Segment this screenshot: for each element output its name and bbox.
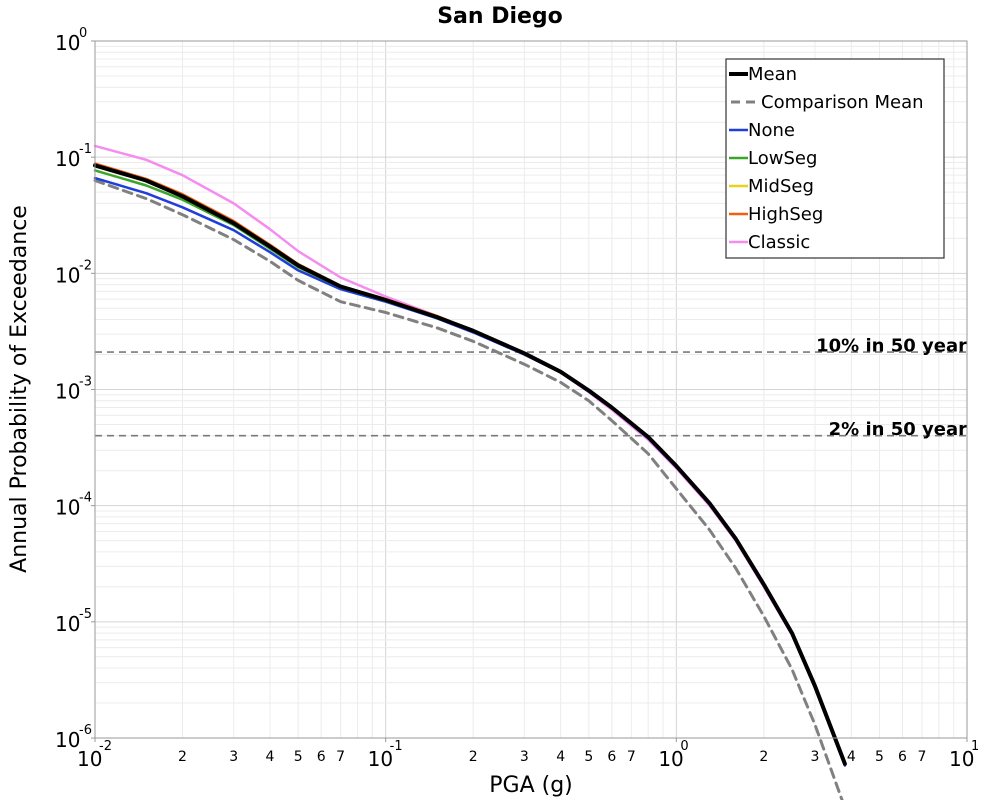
x-minor-tick-label: 2 — [759, 749, 768, 765]
y-axis-label: Annual Probability of Exceedance — [7, 205, 32, 573]
x-tick-label: 100 — [658, 739, 688, 771]
x-minor-tick-label: 6 — [607, 749, 616, 765]
legend-label: LowSeg — [748, 148, 817, 169]
x-minor-tick-label: 3 — [229, 749, 238, 765]
x-minor-tick-label: 4 — [266, 749, 275, 765]
x-tick-exponent: 0 — [680, 739, 688, 754]
y-tick-label: 100 — [55, 26, 87, 55]
y-tick-label: 10-6 — [55, 723, 92, 752]
legend-label: None — [748, 120, 795, 141]
y-tick-base: 10 — [55, 496, 80, 520]
x-axis-label: PGA (g) — [489, 773, 573, 798]
y-tick-label: 10-3 — [55, 375, 92, 404]
reference-lines: 10% in 50 year 2% in 50 year — [95, 336, 967, 440]
x-tick-base: 10 — [368, 747, 393, 771]
x-minor-tick-label: 5 — [294, 749, 303, 765]
reference-label-1: 10% in 50 year — [816, 336, 967, 357]
y-tick-label: 10-2 — [55, 258, 92, 287]
legend-item-lowseg: LowSeg — [729, 148, 817, 169]
x-tick-label: 10-2 — [77, 739, 112, 771]
x-tick-base: 10 — [949, 747, 974, 771]
y-tick-exponent: -3 — [79, 375, 92, 390]
y-tick-base: 10 — [55, 380, 80, 404]
x-minor-tick-label: 5 — [584, 749, 593, 765]
legend-label: Mean — [748, 64, 797, 85]
x-tick-base: 10 — [77, 747, 102, 771]
legend: Mean Comparison Mean None LowSeg MidSeg HighS… — [725, 58, 945, 259]
x-minor-tick-label: 4 — [847, 749, 856, 765]
series-line-comparison-mean — [93, 179, 844, 800]
x-tick-base: 10 — [658, 747, 683, 771]
x-minor-tick-label: 7 — [627, 749, 636, 765]
y-tick-base: 10 — [55, 31, 80, 55]
y-tick-exponent: 0 — [79, 26, 87, 41]
reference-label-2: 2% in 50 year — [829, 419, 967, 440]
x-tick-exponent: 1 — [971, 739, 979, 754]
x-tick-exponent: -1 — [390, 739, 403, 754]
x-minor-tick-label: 7 — [918, 749, 927, 765]
y-tick-label: 10-5 — [55, 607, 92, 636]
x-minor-tick-label: 6 — [317, 749, 326, 765]
x-tick-label: 10-1 — [368, 739, 403, 771]
y-tick-base: 10 — [55, 263, 80, 287]
legend-item-mean: Mean — [729, 64, 797, 85]
y-tick-exponent: -5 — [79, 607, 92, 622]
legend-box — [725, 58, 945, 259]
x-minor-tick-label: 2 — [469, 749, 478, 765]
y-tick-exponent: -6 — [79, 723, 92, 738]
legend-item-classic: Classic — [729, 232, 810, 253]
y-tick-base: 10 — [55, 147, 80, 171]
y-tick-label: 10-4 — [55, 491, 92, 520]
y-tick-label: 10-1 — [55, 142, 92, 171]
legend-label: Comparison Mean — [761, 92, 924, 113]
legend-item-midseg: MidSeg — [729, 176, 814, 197]
x-minor-tick-label: 3 — [811, 749, 820, 765]
x-minor-tick-label: 3 — [520, 749, 529, 765]
y-tick-exponent: -1 — [79, 142, 92, 157]
chart-title: San Diego — [437, 4, 563, 29]
x-minor-tick-label: 7 — [336, 749, 345, 765]
legend-label: MidSeg — [748, 176, 814, 197]
legend-label: Classic — [748, 232, 810, 253]
series-line-mean — [93, 163, 847, 766]
legend-item-none: None — [729, 120, 795, 141]
x-minor-tick-label: 2 — [178, 749, 187, 765]
x-minor-tick-label: 5 — [875, 749, 884, 765]
y-tick-base: 10 — [55, 612, 80, 636]
y-tick-exponent: -2 — [79, 258, 92, 273]
grid-lines — [94, 41, 967, 739]
x-minor-tick-label: 4 — [556, 749, 565, 765]
y-tick-exponent: -4 — [79, 491, 92, 506]
x-minor-tick-label: 6 — [898, 749, 907, 765]
legend-label: HighSeg — [748, 204, 823, 225]
legend-item-highseg: HighSeg — [729, 204, 823, 225]
series-lines — [93, 144, 847, 800]
legend-item-comparison-mean: Comparison Mean — [731, 92, 924, 113]
x-tick-exponent: -2 — [99, 739, 112, 754]
y-tick-base: 10 — [55, 728, 80, 752]
x-tick-label: 101 — [949, 739, 979, 771]
